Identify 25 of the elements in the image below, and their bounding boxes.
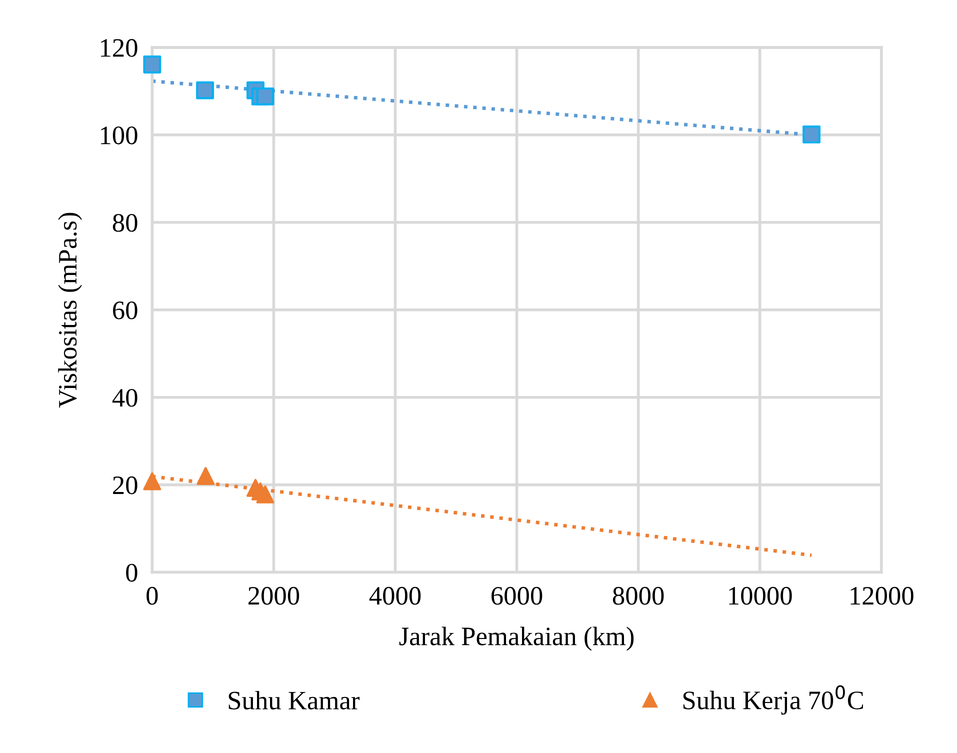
point	[143, 472, 162, 490]
y-tick-label: 20	[113, 476, 138, 494]
x-tick-label: 6000	[492, 586, 542, 605]
point	[196, 467, 215, 486]
point	[256, 485, 274, 504]
y-tick-label: 80	[112, 214, 138, 232]
legend-label: Suhu Kamar	[228, 690, 360, 710]
x-tick-label: 10000	[729, 586, 792, 605]
x-tick-label: 0	[146, 586, 158, 605]
y-tick-label: 0	[126, 564, 138, 582]
point	[143, 56, 162, 74]
y-tick-label: 60	[113, 301, 138, 320]
y-tick-label: 100	[101, 126, 138, 144]
x-tick-label: 12000	[850, 586, 914, 605]
x-tick-label: 2000	[248, 586, 300, 605]
x-tick-label: 8000	[612, 586, 664, 605]
legend-label: Suhu Kerja 70$^{0}$C	[683, 685, 863, 715]
y-axis-title: Viskositas (mPa.s)	[58, 212, 82, 408]
point	[196, 81, 214, 100]
x-axis-title: Jarak Pemakaian (km)	[399, 626, 634, 651]
x-tick-label: 4000	[369, 586, 421, 605]
point	[802, 126, 820, 144]
point	[256, 87, 274, 106]
y-tick-label: 120	[101, 39, 138, 57]
y-tick-label: 40	[112, 388, 138, 407]
